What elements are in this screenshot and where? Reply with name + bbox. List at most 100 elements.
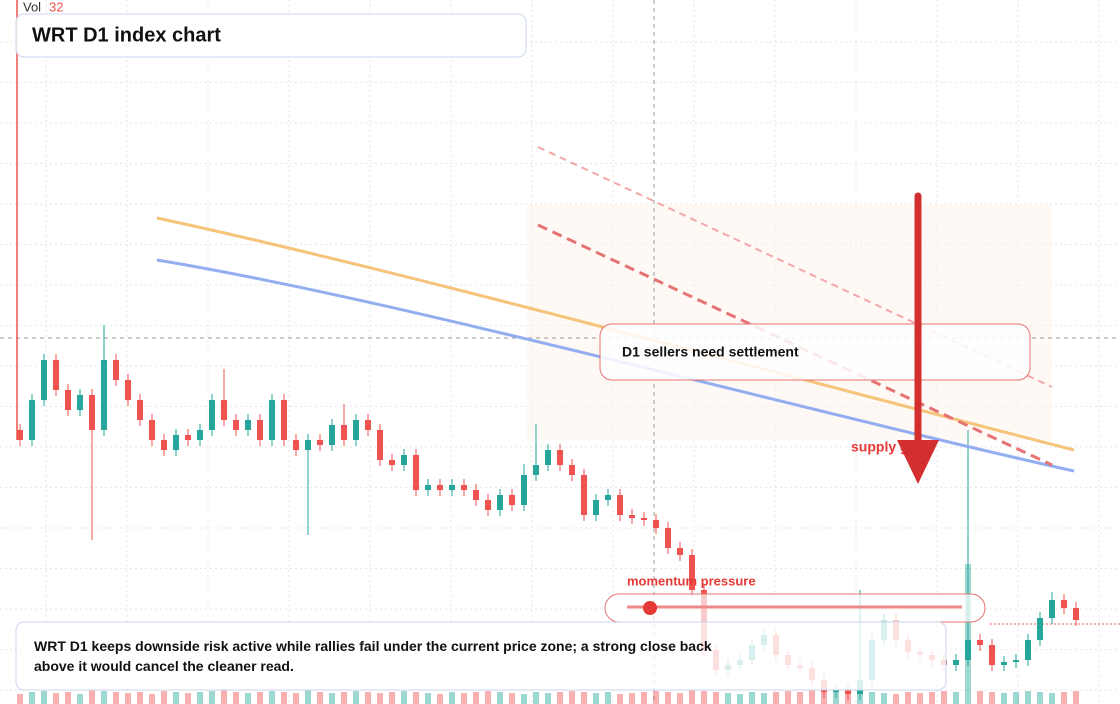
candle-body (293, 440, 299, 450)
volume-bar (269, 691, 275, 704)
candle-body (677, 548, 683, 555)
candle-body (329, 425, 335, 445)
volume-bar (245, 693, 251, 704)
volume-bar (185, 693, 191, 704)
volume-bar (929, 692, 935, 704)
momentum-label: momentum pressure (627, 573, 756, 588)
volume-bar (101, 691, 107, 704)
volume-bar (137, 692, 143, 704)
candle-body (53, 360, 59, 390)
volume-bar (665, 692, 671, 704)
volume-bar (773, 692, 779, 704)
volume-bar (869, 692, 875, 704)
volume-bar (365, 692, 371, 704)
candle-body (977, 640, 983, 645)
candle-body (581, 475, 587, 515)
volume-bar (425, 693, 431, 704)
candle-body (353, 420, 359, 440)
volume-bar (77, 694, 83, 704)
volume-bar (221, 690, 227, 704)
candle-body (653, 520, 659, 528)
volume-bar (413, 692, 419, 704)
volume-bar (641, 692, 647, 704)
volume-bar (473, 692, 479, 704)
candle-body (629, 515, 635, 518)
candle-body (65, 390, 71, 410)
volume-bar (353, 691, 359, 704)
volume-bar (581, 692, 587, 704)
candle-body (533, 465, 539, 475)
candle-body (1013, 660, 1019, 662)
volume-bar (317, 692, 323, 704)
candle-body (245, 420, 251, 430)
volume-bar (545, 693, 551, 704)
note-text: D1 sellers need settlement (622, 344, 799, 360)
candle-body (365, 420, 371, 430)
volume-bar (461, 693, 467, 704)
candle-body (1073, 608, 1079, 620)
candle-body (449, 485, 455, 490)
volume-bar (725, 693, 731, 704)
candle-body (1037, 618, 1043, 640)
candle-body (521, 475, 527, 505)
volume-bar (401, 691, 407, 704)
volume-bar (377, 693, 383, 704)
volume-bar (53, 693, 59, 704)
volume-bar (761, 693, 767, 704)
volume-bar (1001, 693, 1007, 704)
volume-bar (17, 694, 23, 704)
volume-bar (1061, 692, 1067, 704)
candle-body (257, 420, 263, 440)
volume-bar (881, 693, 887, 704)
candle-body (389, 460, 395, 465)
candle-body (197, 430, 203, 440)
volume-bar (41, 691, 47, 704)
candle-body (101, 360, 107, 430)
candle-body (89, 395, 95, 430)
candle-body (209, 400, 215, 430)
candle-body (317, 440, 323, 445)
candle-body (281, 400, 287, 440)
volume-bar (1049, 693, 1055, 704)
arrow-head (897, 440, 939, 484)
volume-bar (341, 692, 347, 704)
candle-body (173, 435, 179, 450)
volume-bar (509, 693, 515, 704)
candle-body (689, 555, 695, 590)
volume-bar (161, 691, 167, 704)
volume-bar (617, 694, 623, 704)
volume-bar (785, 691, 791, 704)
volume-bar (557, 692, 563, 704)
volume-bar (605, 692, 611, 704)
volume-bar (1037, 692, 1043, 704)
volume-bar (677, 693, 683, 704)
volume-bar (533, 692, 539, 704)
volume-bar (905, 692, 911, 704)
candle-body (953, 660, 959, 665)
volume-bar (125, 693, 131, 704)
volume-bar (629, 693, 635, 704)
volume-bar (749, 692, 755, 704)
candle-body (77, 395, 83, 410)
candle-body (221, 400, 227, 420)
candle-body (557, 450, 563, 465)
volume-bar (989, 692, 995, 704)
volume-bar (941, 691, 947, 704)
volume-bar (797, 692, 803, 704)
candle-body (509, 495, 515, 505)
candle-body (545, 450, 551, 465)
volume-bar (293, 693, 299, 704)
volume-bar (1025, 691, 1031, 704)
candle-body (1049, 600, 1055, 618)
volume-bar (737, 694, 743, 704)
candle-body (569, 465, 575, 475)
candle-body (17, 430, 23, 440)
candle-body (149, 420, 155, 440)
volume-bar (1013, 692, 1019, 704)
volume-value: 32 (49, 0, 63, 14)
candle-body (29, 400, 35, 440)
candle-body (377, 430, 383, 460)
summary: WRT D1 keeps downside risk active while … (34, 638, 712, 674)
candle-body (1061, 600, 1067, 608)
volume-bar (329, 693, 335, 704)
